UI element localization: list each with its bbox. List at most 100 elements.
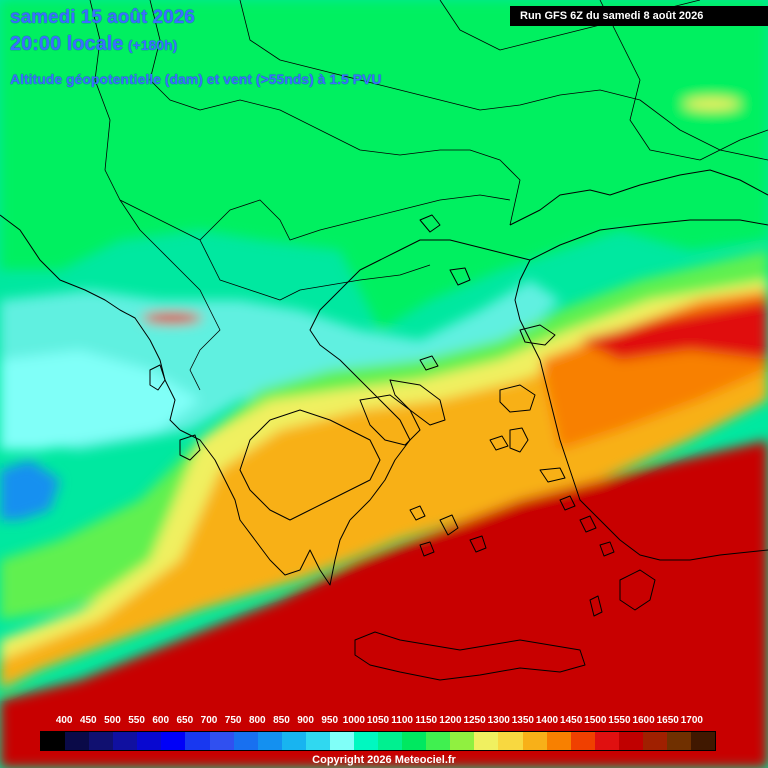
scale-label: 700 [200,715,218,726]
scale-label: 1700 [680,715,703,726]
coastline-crete [354,631,586,681]
scale-label: 1050 [366,715,390,726]
coastline-cyclades-2 [469,535,487,553]
parameter-title: Altitude géopotentielle (dam) et vent (>… [10,71,382,87]
scale-label: 1100 [391,715,413,726]
scale-swatch [618,732,643,750]
scale-swatch [642,732,668,750]
coastline-cyclades-3 [419,541,435,557]
field-red-east [580,300,768,360]
scale-label: 1450 [560,715,583,726]
coastline-naxos [439,514,459,536]
scale-swatch [209,732,234,750]
scale-swatch [474,732,499,750]
color-scale-labels: 400 450 500 550 600 650 700 750 800 850 900 950 1000… [56,715,732,729]
field-blue-west [0,460,60,520]
coastline-samos [539,467,566,483]
scale-swatch [305,732,330,750]
scale-label: 1600 [632,715,655,726]
scale-label: 450 [79,715,97,726]
scale-swatch [691,732,716,750]
field-red-albania [142,312,202,324]
forecast-date: samedi 15 août 2026 [10,7,195,28]
scale-swatch [594,732,619,750]
border-east [599,0,768,161]
field-red-south [0,440,768,768]
scale-label: 1250 [463,715,486,726]
scale-swatch [354,732,379,750]
scale-swatch [89,732,114,750]
scale-label: 1400 [535,715,559,726]
scale-label: 1200 [439,715,462,726]
coastline-sporades [419,355,439,371]
scale-label: 900 [297,715,314,726]
field-yellow-ne [684,98,740,110]
scale-label: 750 [224,715,242,726]
forecast-offset: (+180h) [127,37,178,53]
scale-swatch [546,732,571,750]
border-balkans-5 [119,199,221,391]
coastline-aegean-north [309,239,531,521]
scale-swatch [570,732,595,750]
coastline-thasos [419,214,441,233]
coastline-cyclades-1 [409,505,426,521]
scale-swatch [450,732,475,750]
coastline-bosphorus [529,219,768,261]
coastline-euboea [389,379,446,426]
coastline-adriatic [0,214,181,431]
coastline-marmara [519,324,556,346]
scale-swatch [113,732,138,750]
forecast-time: 20:00 locale (+180h) [10,33,177,57]
scale-swatch [402,732,427,750]
scale-swatch [257,732,282,750]
scale-swatch [281,732,306,750]
border-balkans-3 [239,0,768,161]
coastline-aegean-islands [489,435,509,451]
scale-swatch [65,732,90,750]
run-info-badge: Run GFS 6Z du samedi 8 août 2026 [510,6,768,26]
field-green-north [0,0,768,330]
coastline-dodecanese-2 [599,541,615,557]
scale-label: 600 [152,715,170,726]
scale-swatch [667,732,692,750]
coastline-corfu [149,364,166,391]
border-balkans-4 [199,239,431,301]
scale-label: 1000 [342,715,365,726]
scale-swatch [185,732,210,750]
scale-label: 950 [321,715,339,726]
scale-label: 1500 [584,715,607,726]
coastline-rhodes [619,569,656,611]
coastline-greece-west [179,429,351,586]
coastline-kefalonia [179,434,201,461]
forecast-time-label: 20:00 locale [10,33,124,55]
coastline-blacksea [509,169,768,226]
coastline-attica [359,394,421,446]
scale-label: 850 [273,715,290,726]
scale-label: 500 [104,715,121,726]
scale-label: 1650 [656,715,679,726]
scale-swatch [329,732,355,750]
scale-label: 800 [248,715,266,726]
scale-swatch [426,732,451,750]
scale-swatch [522,732,547,750]
scale-swatch [41,732,66,750]
scale-label: 650 [176,715,194,726]
coastline-turkey-west [514,259,768,561]
scale-label: 1350 [511,715,534,726]
scale-label: 1150 [415,715,438,726]
scale-label: 400 [55,715,73,726]
scale-swatch [498,732,523,750]
coastline-chios [509,427,529,453]
scale-swatch [233,732,258,750]
coastline-limnos [449,267,471,286]
scale-swatch [378,732,403,750]
coastline-karpathos [589,595,603,617]
border-balkans-1 [89,0,511,241]
coastline-peloponnese [239,409,381,521]
copyright-text: Copyright 2026 Meteociel.fr [312,754,456,766]
scale-label: 1300 [487,715,510,726]
coastline-dodecanese-1 [579,515,597,533]
scale-swatch [161,732,186,750]
